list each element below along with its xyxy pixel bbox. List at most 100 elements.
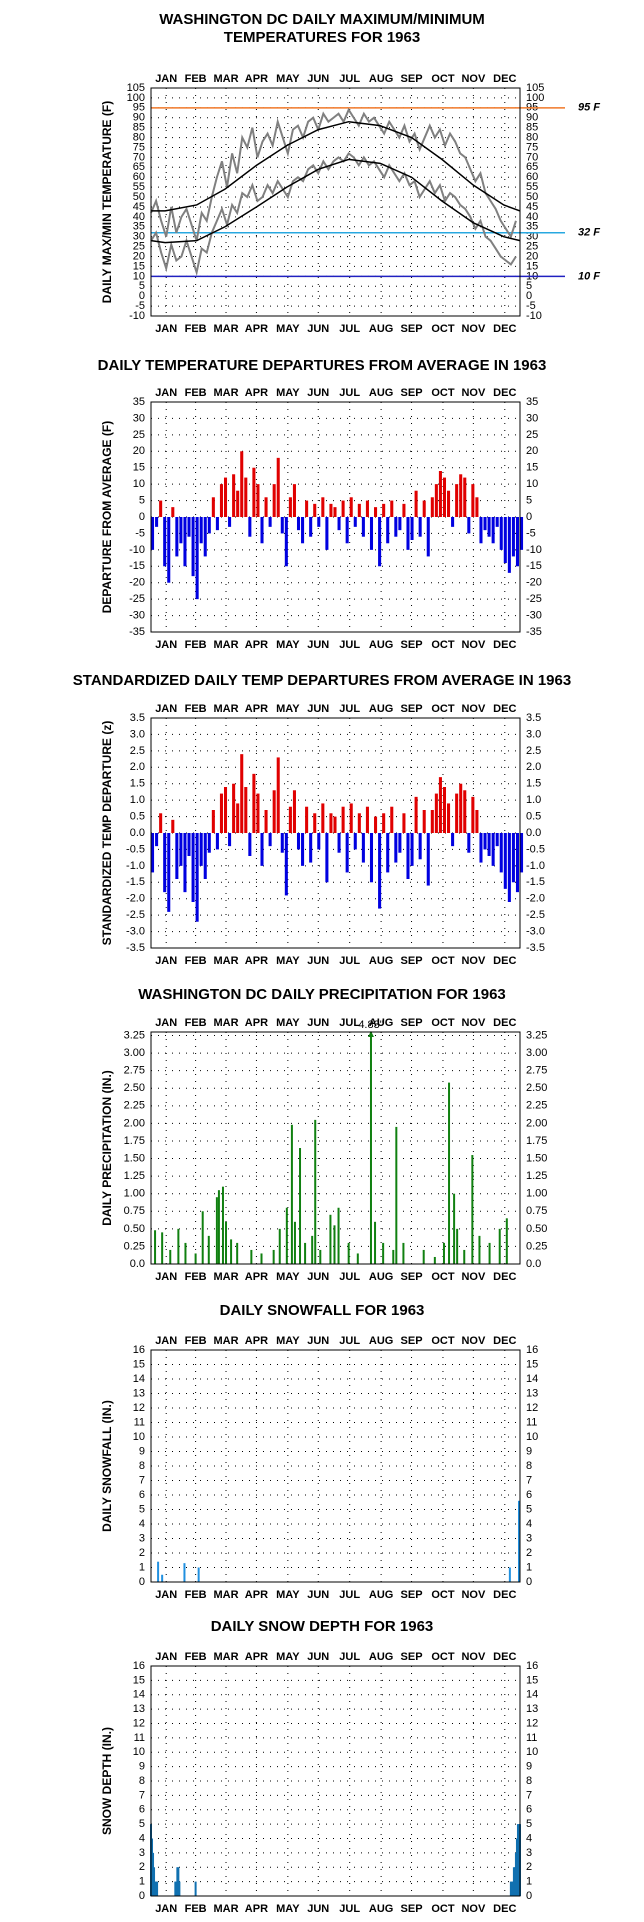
x-tick-label: AUG	[369, 1589, 393, 1601]
bar	[475, 497, 479, 517]
bar	[382, 813, 386, 833]
bar	[453, 1193, 456, 1264]
y-axis-label: DAILY MAX/MIN TEMPERATURE (F)	[100, 101, 114, 303]
bar	[402, 503, 406, 517]
x-tick-label: OCT	[431, 73, 455, 85]
chart-title: DAILY SNOW DEPTH FOR 1963	[211, 1618, 434, 1635]
x-tick-label: MAY	[276, 955, 300, 967]
bar	[341, 500, 345, 517]
bar	[194, 1881, 197, 1896]
y-tick-label: 5	[139, 1818, 145, 1830]
y-tick-label: -5	[526, 527, 536, 539]
bar	[395, 1126, 398, 1264]
bar	[438, 777, 442, 833]
y-tick-label: 1.50	[526, 1152, 547, 1164]
y-tick-label: 35	[133, 396, 145, 408]
bar	[329, 813, 333, 833]
bar	[293, 1221, 296, 1264]
y-tick-label: -5	[526, 300, 536, 312]
x-tick-label: OCT	[431, 323, 455, 335]
x-tick-label: AUG	[369, 639, 393, 651]
y-tick-label: 3.0	[130, 728, 145, 740]
bar	[520, 833, 524, 873]
y-tick-label: 75	[526, 141, 538, 153]
bar	[203, 833, 207, 879]
y-tick-label: 2.25	[124, 1100, 145, 1112]
bar	[433, 1256, 436, 1264]
y-tick-label: 50	[526, 191, 538, 203]
bar	[154, 1230, 157, 1264]
y-axis-label: STANDARDIZED TEMP DEPARTURE (z)	[100, 721, 114, 946]
y-tick-label: 15	[133, 1674, 145, 1686]
x-tick-label: MAY	[276, 703, 300, 715]
x-tick-label: SEP	[401, 639, 423, 651]
bar	[374, 816, 378, 833]
y-tick-label: -2.0	[126, 893, 145, 905]
y-tick-label: 90	[526, 112, 538, 124]
y-tick-label: 14	[526, 1689, 538, 1701]
y-tick-label: 3.5	[526, 712, 541, 724]
bar	[447, 490, 451, 517]
x-tick-label: JAN	[155, 639, 177, 651]
x-tick-label: SEP	[401, 323, 423, 335]
y-tick-label: 3.00	[526, 1047, 547, 1059]
bar	[191, 517, 195, 577]
y-tick-label: 25	[133, 429, 145, 441]
bar	[268, 517, 272, 527]
y-tick-label: 9	[526, 1761, 532, 1773]
x-tick-label: MAY	[276, 323, 300, 335]
x-tick-label: JAN	[155, 955, 177, 967]
y-tick-label: 14	[133, 1689, 145, 1701]
x-tick-label: AUG	[369, 1335, 393, 1347]
y-tick-label: 4	[139, 1832, 145, 1844]
bar	[491, 517, 495, 544]
y-tick-label: 15	[526, 462, 538, 474]
bar	[438, 471, 442, 517]
y-tick-label: 6	[139, 1489, 145, 1501]
y-axis-label: SNOW DEPTH (IN.)	[100, 1727, 114, 1835]
bar	[184, 1242, 187, 1264]
y-tick-label: 7	[526, 1474, 532, 1486]
x-tick-label: JUL	[339, 703, 360, 715]
y-tick-label: 1.0	[526, 794, 541, 806]
bar	[155, 1881, 158, 1896]
y-tick-label: 1.75	[124, 1135, 145, 1147]
overflow-arrow	[367, 1031, 374, 1037]
y-tick-label: 20	[133, 445, 145, 457]
y-tick-label: 1.5	[130, 778, 145, 790]
bar	[483, 833, 487, 850]
bar	[272, 1249, 275, 1264]
x-tick-label: JUN	[307, 323, 329, 335]
y-tick-label: 3.5	[130, 712, 145, 724]
y-tick-label: 0	[526, 290, 532, 302]
y-axis-label: DEPARTURE FROM AVERAGE (F)	[100, 421, 114, 613]
bar	[317, 517, 321, 527]
y-tick-label: 3.25	[526, 1029, 547, 1041]
y-tick-label: 35	[133, 221, 145, 233]
y-tick-label: 35	[526, 221, 538, 233]
x-tick-label: AUG	[369, 387, 393, 399]
x-tick-label: OCT	[431, 1651, 455, 1663]
y-tick-label: 14	[526, 1373, 538, 1385]
bar	[280, 517, 284, 534]
y-tick-label: 85	[133, 122, 145, 134]
bar	[244, 787, 248, 833]
plot-frame	[150, 87, 521, 317]
y-tick-label: -20	[526, 577, 542, 589]
y-tick-label: 30	[133, 231, 145, 243]
bar	[285, 1207, 288, 1264]
bar	[305, 806, 309, 833]
x-tick-label: APR	[245, 639, 268, 651]
x-tick-label: FEB	[185, 323, 207, 335]
y-tick-label: 70	[526, 151, 538, 163]
bar	[520, 517, 524, 550]
y-tick-label: 0	[526, 1576, 532, 1588]
y-tick-label: 55	[526, 181, 538, 193]
value-label: 4.83"	[358, 1019, 383, 1031]
x-tick-label: JAN	[155, 1335, 177, 1347]
plot-frame	[150, 1349, 521, 1583]
x-tick-label: OCT	[431, 1335, 455, 1347]
y-tick-label: 100	[526, 92, 544, 104]
bar	[455, 793, 459, 833]
